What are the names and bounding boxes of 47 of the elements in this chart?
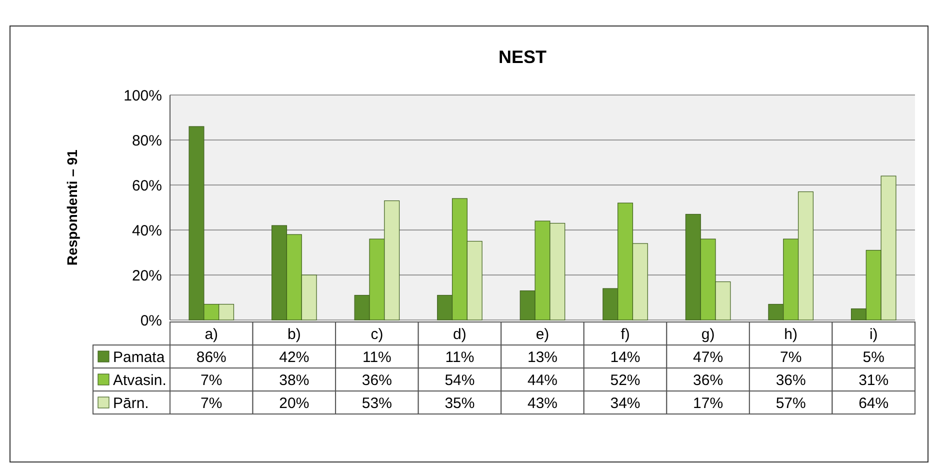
data-label: 64% [858, 394, 889, 412]
data-label: 52% [610, 372, 640, 389]
x-tick-label: g) [701, 326, 715, 343]
legend-label: Pārn. [113, 394, 149, 412]
x-tick-label: e) [536, 326, 550, 343]
data-label: 36% [362, 372, 392, 389]
x-tick-label: i) [869, 326, 878, 343]
data-label: 11% [362, 348, 392, 366]
legend-label: Pamata [113, 348, 166, 366]
x-tick-label: d) [453, 326, 466, 343]
legend-label: Atvasin. [113, 372, 166, 389]
data-label: 42% [279, 348, 310, 366]
data-label: 57% [776, 394, 806, 412]
chart-title: NEST [498, 47, 547, 67]
data-label: 38% [279, 372, 310, 389]
data-label: 36% [693, 372, 724, 389]
x-tick-label: a) [204, 326, 218, 343]
data-label: 31% [858, 372, 889, 389]
x-tick-label: h) [784, 326, 798, 343]
y-tick-label: 0% [140, 312, 162, 330]
data-label: 53% [362, 394, 392, 412]
data-label: 34% [610, 394, 640, 412]
y-tick-label: 60% [132, 177, 162, 194]
data-label: 54% [444, 372, 475, 389]
data-label: 20% [279, 394, 310, 412]
data-label: 43% [527, 394, 558, 412]
data-label: 86% [196, 348, 226, 366]
y-tick-label: 40% [132, 222, 162, 240]
data-label: 14% [610, 348, 640, 366]
data-label: 11% [445, 348, 474, 366]
data-label: 7% [200, 394, 222, 412]
data-label: 7% [780, 348, 802, 366]
x-tick-label: b) [287, 326, 301, 343]
data-label: 13% [527, 348, 558, 366]
data-label: 47% [693, 348, 724, 366]
y-axis-title: Respondenti – 91 [64, 149, 80, 266]
y-tick-label: 80% [132, 132, 162, 150]
x-tick-label: f) [620, 326, 630, 343]
data-label: 44% [527, 372, 558, 389]
data-label: 35% [444, 394, 475, 412]
x-tick-label: c) [370, 326, 384, 343]
data-label: 17% [693, 394, 724, 412]
y-tick-label: 100% [124, 87, 162, 104]
data-label: 5% [862, 348, 884, 366]
data-label: 7% [200, 372, 222, 389]
data-label: 36% [776, 372, 806, 389]
y-tick-label: 20% [132, 267, 162, 284]
